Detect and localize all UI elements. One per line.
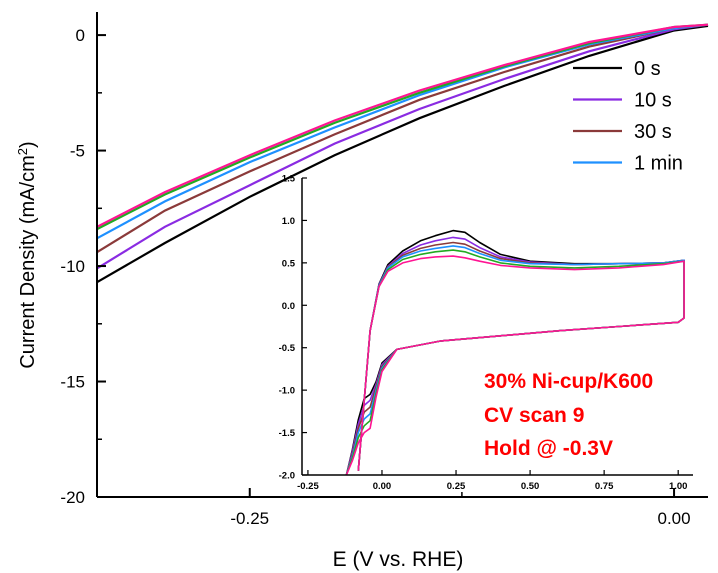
y-tick-label: -15 (60, 373, 85, 392)
legend-label: 10 s (634, 90, 672, 112)
inset-y-tick-label: 1.5 (282, 174, 296, 185)
legend-label: 0 s (634, 58, 661, 80)
series-line-0 (96, 24, 709, 284)
annotation-scan: CV scan 9 (484, 404, 585, 427)
series-line-3 (96, 23, 709, 240)
inset-y-tick-label: -1.5 (279, 428, 296, 439)
inset-y-tick-label: -0.5 (279, 343, 296, 354)
x-tick-label: -0.25 (230, 509, 269, 528)
legend-label: 1 min (634, 153, 683, 175)
y-tick-label: -10 (60, 257, 85, 276)
y-tick-label: 0 (76, 26, 85, 45)
inset-curves (345, 229, 685, 475)
inset-x-tick-label: 0.00 (373, 481, 392, 492)
y-tick-label: -20 (60, 488, 85, 507)
inset-x-tick-label: 0.50 (521, 481, 540, 492)
inset-cv-curve-3 (345, 245, 685, 475)
legend-label: 30 s (634, 121, 672, 143)
y-tick-label: -5 (70, 142, 85, 161)
inset-x-tick-label: -0.25 (297, 481, 319, 492)
x-axis-label: E (V vs. RHE) (333, 548, 464, 571)
series-line-1 (96, 23, 709, 270)
inset-y-tick-label: 0.5 (282, 258, 296, 269)
inset-cv-plot: 1.5 1.0 0.5 0.0 -0.5 -1.0 -1.5 -2.0-0.25 0.00 0.2… (279, 174, 693, 492)
inset-cv-curve-5 (345, 255, 685, 475)
inset-x-tick-label: 0.75 (595, 481, 614, 492)
annotation-hold: Hold @ -0.3V (484, 437, 613, 460)
x-tick-label: 0.00 (658, 509, 691, 528)
inset-x-tick-label: 1.00 (669, 481, 688, 492)
inset-y-tick-label: 0.0 (282, 301, 295, 312)
annotation-catalyst: 30% Ni-cup/K600 (484, 370, 654, 393)
y-axis-label: Current Density (mA/cm2) (15, 141, 39, 368)
series-line-5 (96, 23, 709, 228)
inset-y-tick-label: -1.0 (279, 386, 295, 397)
main-plot (96, 23, 709, 284)
inset-x-tick-label: 0.25 (447, 481, 466, 492)
inset-y-tick-label: 1.0 (282, 216, 295, 227)
inset-y-tick-label: -2.0 (279, 471, 295, 482)
inset-background (302, 178, 693, 475)
main-axes: 0 -5 -10 -15 -20 -0.25 0.00 (60, 12, 708, 528)
